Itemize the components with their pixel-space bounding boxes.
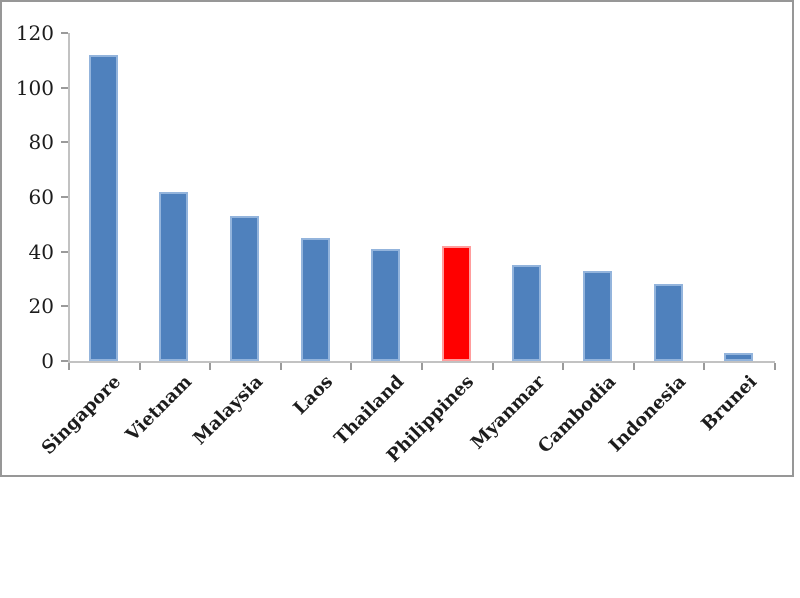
- x-tick-mark: [209, 363, 212, 370]
- bar-malaysia: [230, 216, 259, 361]
- bar-myanmar: [512, 265, 542, 361]
- y-tick-label: 80: [28, 130, 54, 155]
- y-tick-label: 60: [28, 185, 54, 209]
- bar-thailand: [371, 248, 401, 361]
- x-tick-mark: [350, 363, 353, 370]
- y-axis-line: [68, 33, 70, 363]
- x-tick-mark: [632, 363, 635, 370]
- y-tick-label: 40: [28, 239, 54, 264]
- x-tick-mark: [279, 363, 282, 370]
- chart-figure-frame: [0, 0, 794, 477]
- y-tick-mark: [61, 360, 68, 362]
- y-tick-mark: [61, 32, 68, 34]
- x-tick-mark: [68, 363, 70, 370]
- y-tick-mark: [61, 86, 68, 89]
- y-tick-label: 0: [41, 349, 54, 373]
- bar-laos: [300, 238, 330, 361]
- bar-singapore: [88, 54, 118, 361]
- x-tick-mark: [562, 363, 565, 370]
- x-tick-mark: [491, 363, 494, 370]
- y-tick-mark: [61, 250, 68, 253]
- bar-philippines: [441, 246, 471, 361]
- x-tick-mark: [421, 363, 423, 370]
- y-tick-mark: [61, 141, 68, 144]
- y-tick-mark: [61, 196, 68, 198]
- y-tick-mark: [61, 305, 68, 308]
- x-tick-mark: [138, 363, 141, 370]
- y-tick-label: 20: [28, 294, 54, 319]
- x-tick-mark: [703, 363, 706, 370]
- bar-chart-plot-area: 0 20 40 60 80 100 120 Singapore Vietnam Malaysia L…: [15, 21, 776, 467]
- bar-brunei: [724, 352, 754, 361]
- x-tick-mark: [774, 363, 776, 370]
- y-tick-label: 100: [15, 75, 54, 100]
- x-axis-line: [68, 361, 775, 363]
- bar-indonesia: [653, 284, 683, 361]
- bar-cambodia: [583, 270, 612, 361]
- bar-vietnam: [159, 191, 189, 361]
- y-tick-label: 120: [15, 21, 54, 45]
